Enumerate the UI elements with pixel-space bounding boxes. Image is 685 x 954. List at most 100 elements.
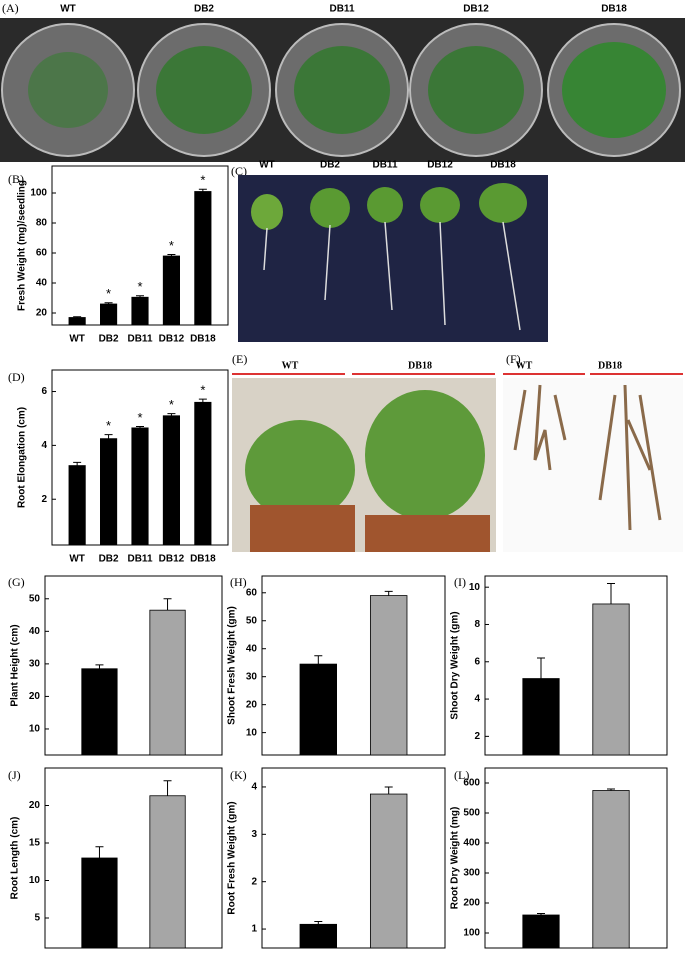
x-tick-label: WT bbox=[69, 334, 85, 345]
error-bar bbox=[167, 413, 176, 416]
error-bar bbox=[384, 590, 393, 596]
error-bar bbox=[163, 780, 172, 796]
x-tick-label: DB12 bbox=[159, 334, 185, 345]
photo-c bbox=[238, 175, 548, 342]
error-bar bbox=[314, 920, 323, 925]
y-axis-title: Root Fresh Weight (gm) bbox=[227, 801, 238, 914]
panel-label: (F) bbox=[506, 352, 521, 366]
y-tick-label: 8 bbox=[474, 619, 480, 630]
panel-label: (E) bbox=[232, 352, 247, 366]
y-axis-title: Plant Height (cm) bbox=[10, 624, 21, 706]
photo-caption: DB18 bbox=[601, 4, 627, 15]
significance-mark: * bbox=[106, 418, 111, 433]
y-tick-label: 400 bbox=[463, 838, 480, 849]
y-tick-label: 30 bbox=[246, 671, 258, 682]
y-tick-label: 300 bbox=[463, 868, 480, 879]
y-tick-label: 40 bbox=[29, 626, 41, 637]
significance-mark: * bbox=[169, 397, 174, 412]
y-tick-label: 4 bbox=[41, 440, 47, 451]
bar bbox=[131, 296, 149, 326]
plot-frame bbox=[261, 575, 446, 756]
bar bbox=[369, 793, 408, 949]
panel-label: (D) bbox=[8, 370, 25, 384]
error-bar bbox=[104, 302, 113, 304]
bar bbox=[522, 914, 560, 949]
plot-frame bbox=[261, 767, 446, 949]
significance-mark: * bbox=[200, 383, 205, 398]
plot-frame bbox=[44, 575, 223, 756]
error-bar bbox=[95, 664, 104, 669]
error-bar bbox=[314, 655, 323, 665]
photo-caption: DB2 bbox=[194, 4, 214, 15]
bar bbox=[522, 678, 560, 756]
y-axis-title: Shoot Dry Weight (gm) bbox=[450, 611, 461, 719]
y-tick-label: 500 bbox=[463, 808, 480, 819]
plot-frame bbox=[44, 767, 223, 949]
y-tick-label: 2 bbox=[474, 731, 480, 742]
x-tick-label: DB11 bbox=[127, 334, 152, 345]
bar bbox=[81, 668, 118, 756]
y-tick-label: 10 bbox=[29, 724, 41, 735]
y-tick-label: 10 bbox=[29, 875, 41, 886]
bar bbox=[100, 303, 118, 326]
photo-caption: WT bbox=[282, 360, 299, 371]
error-bar bbox=[537, 913, 545, 915]
photo-caption: DB2 bbox=[320, 160, 340, 171]
error-bar bbox=[384, 786, 393, 795]
bar bbox=[100, 438, 118, 546]
significance-mark: * bbox=[200, 173, 205, 188]
error-bar bbox=[607, 582, 615, 604]
significance-mark: * bbox=[169, 238, 174, 253]
error-bar bbox=[73, 316, 82, 318]
x-tick-label: DB18 bbox=[190, 334, 216, 345]
y-tick-label: 2 bbox=[251, 876, 257, 887]
bar bbox=[194, 401, 212, 546]
photo-caption: DB18 bbox=[490, 160, 516, 171]
y-tick-label: 5 bbox=[34, 913, 40, 924]
photo-caption: DB18 bbox=[408, 360, 432, 371]
y-tick-label: 20 bbox=[29, 800, 41, 811]
significance-mark: * bbox=[106, 286, 111, 301]
y-tick-label: 4 bbox=[474, 694, 480, 705]
error-bar bbox=[104, 434, 113, 439]
x-tick-label: DB18 bbox=[190, 554, 216, 565]
bar bbox=[369, 595, 408, 756]
panel-label: (J) bbox=[8, 768, 21, 782]
photo-caption: DB11 bbox=[329, 4, 354, 15]
photo-caption: DB18 bbox=[598, 360, 622, 371]
y-tick-label: 20 bbox=[36, 308, 48, 319]
y-tick-label: 6 bbox=[474, 656, 480, 667]
y-tick-label: 20 bbox=[29, 691, 41, 702]
error-bar bbox=[198, 398, 207, 403]
photo-caption: WT bbox=[60, 4, 76, 15]
bar bbox=[592, 603, 630, 756]
error-bar bbox=[607, 788, 615, 791]
y-tick-label: 200 bbox=[463, 898, 480, 909]
y-axis-title: Shoot Fresh Weight (gm) bbox=[227, 606, 238, 725]
plot-frame bbox=[484, 767, 668, 949]
y-tick-label: 3 bbox=[251, 829, 257, 840]
y-tick-label: 10 bbox=[469, 582, 481, 593]
photo-caption: DB12 bbox=[427, 160, 453, 171]
bar bbox=[149, 609, 186, 756]
bar bbox=[299, 923, 338, 949]
y-tick-label: 20 bbox=[246, 699, 258, 710]
bar bbox=[162, 415, 180, 546]
photo-caption: DB11 bbox=[372, 160, 397, 171]
bar bbox=[68, 465, 86, 546]
y-tick-label: 2 bbox=[41, 494, 47, 505]
panel-label: (I) bbox=[454, 575, 466, 589]
y-tick-label: 30 bbox=[29, 659, 41, 670]
bar bbox=[592, 790, 630, 949]
y-tick-label: 60 bbox=[36, 248, 48, 259]
y-tick-label: 6 bbox=[41, 386, 47, 397]
photo-f bbox=[503, 378, 683, 552]
error-bar bbox=[537, 657, 545, 679]
photo-a bbox=[0, 18, 685, 162]
y-tick-label: 50 bbox=[29, 593, 41, 604]
bar bbox=[162, 255, 180, 326]
y-axis-title: Root Dry Weight (mg) bbox=[450, 807, 461, 910]
significance-mark: * bbox=[137, 410, 142, 425]
bar bbox=[68, 317, 86, 326]
